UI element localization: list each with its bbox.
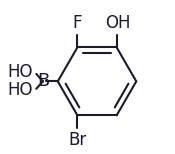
Text: HO: HO — [7, 81, 33, 99]
Text: B: B — [37, 72, 49, 90]
Text: HO: HO — [7, 63, 33, 81]
Text: OH: OH — [105, 14, 131, 32]
Text: F: F — [73, 14, 82, 32]
Text: Br: Br — [68, 131, 86, 149]
